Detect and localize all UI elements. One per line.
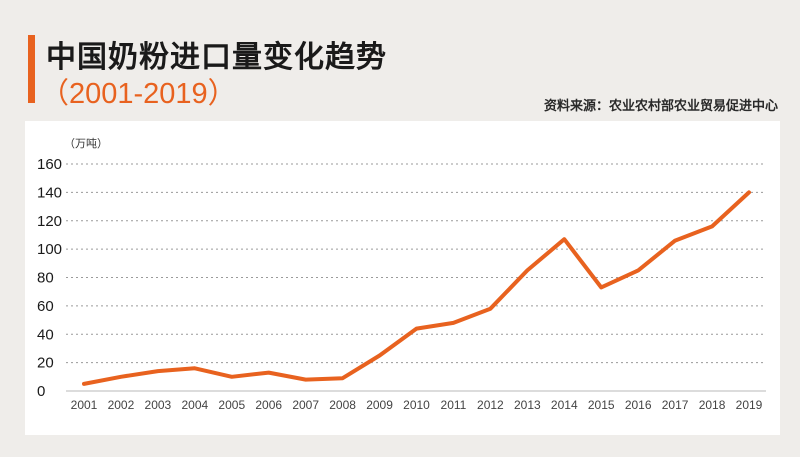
x-tick-label: 2019 (736, 398, 763, 412)
y-tick-label: 100 (37, 241, 62, 258)
x-tick-label: 2007 (292, 398, 319, 412)
x-tick-label: 2015 (588, 398, 615, 412)
x-tick-labels: 2001 2002 2003 2004 2005 2006 2007 2008 2009 2010… (71, 398, 763, 412)
y-tick-label: 0 (37, 383, 45, 400)
x-tick-label: 2009 (366, 398, 393, 412)
chart-subtitle: （2001-2019） (40, 78, 237, 110)
y-tick-label: 20 (37, 355, 54, 372)
x-tick-label: 2006 (255, 398, 282, 412)
x-tick-label: 2012 (477, 398, 504, 412)
x-tick-label: 2018 (699, 398, 726, 412)
y-axis-unit: （万吨） (64, 137, 108, 150)
x-tick-label: 2002 (108, 398, 135, 412)
y-tick-label: 140 (37, 184, 62, 201)
x-tick-label: 2010 (403, 398, 430, 412)
chart-title: 中国奶粉进口量变化趋势 (46, 40, 387, 75)
x-tick-label: 2003 (145, 398, 172, 412)
title-accent-bar (28, 35, 35, 103)
y-tick-label: 60 (37, 298, 54, 315)
y-tick-labels: 0 20 40 60 80 100 120 140 160 (37, 156, 62, 400)
y-tick-label: 80 (37, 270, 54, 287)
x-tick-label: 2017 (662, 398, 689, 412)
x-tick-label: 2013 (514, 398, 541, 412)
x-tick-label: 2008 (329, 398, 356, 412)
x-tick-label: 2001 (71, 398, 98, 412)
gridlines (66, 163, 766, 392)
y-tick-label: 40 (37, 326, 54, 343)
x-tick-label: 2014 (551, 398, 578, 412)
x-tick-label: 2004 (181, 398, 208, 412)
x-tick-label: 2005 (218, 398, 245, 412)
x-tick-label: 2011 (441, 398, 467, 412)
series-layer (82, 190, 751, 386)
y-tick-label: 120 (37, 213, 62, 230)
y-tick-label: 160 (37, 156, 62, 173)
x-tick-label: 2016 (625, 398, 652, 412)
data-source: 资料来源：农业农村部农业贸易促进中心 (543, 99, 778, 114)
